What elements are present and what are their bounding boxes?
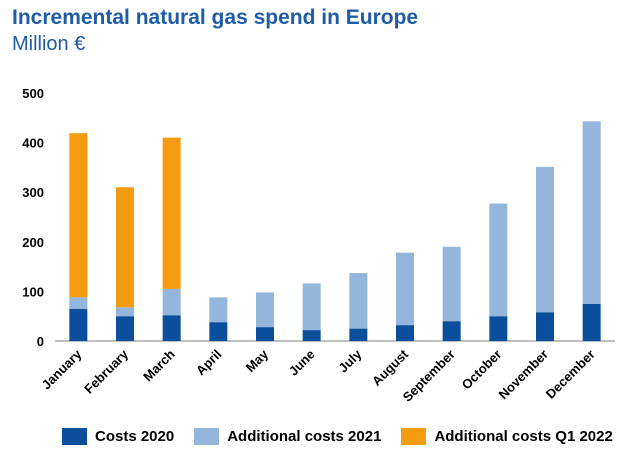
y-tick-label: 400 (22, 136, 44, 151)
bar-segment-additional-q1-2022 (69, 133, 88, 298)
x-tick-label: May (243, 346, 272, 375)
x-tick-label: July (335, 346, 365, 376)
chart-title: Incremental natural gas spend in Europe (12, 6, 419, 29)
bar-segment-additional-2021 (396, 252, 414, 326)
bar-segment-additional-2021 (256, 292, 274, 328)
x-tick-label: November (496, 347, 552, 403)
bar-segment-costs-2020 (536, 312, 554, 341)
bar-segment-costs-2020 (162, 315, 181, 341)
bar-segment-costs-2020 (302, 330, 321, 341)
bar-segment-costs-2020 (69, 308, 88, 341)
x-tick-label: March (140, 346, 178, 384)
bar-segment-additional-2021 (162, 288, 181, 316)
bar-segment-additional-2021 (69, 297, 88, 309)
bar-segment-additional-2021 (489, 203, 508, 317)
y-tick-label: 200 (22, 235, 44, 250)
bar-segment-costs-2020 (256, 327, 274, 341)
chart-subtitle: Million € (12, 33, 86, 55)
chart-legend: Costs 2020 Additional costs 2021 Additiona… (62, 428, 633, 445)
legend-label: Additional costs 2021 (227, 428, 382, 445)
legend-item: Additional costs 2021 (194, 428, 381, 445)
bar-segment-costs-2020 (396, 325, 414, 341)
x-tick-label: April (193, 347, 225, 379)
x-tick-label: October (459, 347, 505, 393)
bar-segment-additional-2021 (582, 121, 601, 304)
y-tick-label: 100 (22, 284, 44, 299)
bar-segment-costs-2020 (489, 316, 508, 341)
bar-segment-additional-q1-2022 (116, 187, 134, 308)
x-tick-label: December (543, 347, 598, 402)
legend-swatch (62, 428, 87, 445)
legend-label: Costs 2020 (95, 428, 175, 445)
x-tick-label: June (286, 347, 318, 379)
bar-segment-costs-2020 (116, 316, 134, 341)
bar-segment-additional-2021 (349, 273, 368, 329)
legend-item: Additional costs Q1 2022 (401, 428, 613, 445)
x-tick-label: January (39, 346, 85, 392)
legend-swatch (194, 428, 220, 445)
bar-segment-additional-2021 (442, 246, 461, 322)
bar-segment-additional-2021 (116, 307, 134, 317)
bar-segment-additional-2021 (302, 283, 321, 331)
bar-segment-costs-2020 (582, 303, 601, 341)
x-tick-label: February (81, 346, 131, 396)
bar-segment-additional-2021 (209, 297, 228, 323)
bar-segment-costs-2020 (209, 322, 228, 341)
legend-item: Costs 2020 (62, 428, 174, 445)
bar-segment-costs-2020 (349, 328, 368, 341)
legend-label: Additional costs Q1 2022 (434, 428, 613, 445)
legend-swatch (401, 428, 427, 445)
y-tick-label: 500 (22, 86, 44, 101)
bar-segment-costs-2020 (442, 321, 461, 341)
bar-segment-additional-q1-2022 (162, 137, 181, 289)
y-tick-label: 0 (37, 334, 44, 349)
bar-segment-additional-2021 (536, 166, 554, 313)
y-tick-label: 300 (22, 185, 44, 200)
x-tick-label: August (369, 346, 412, 389)
